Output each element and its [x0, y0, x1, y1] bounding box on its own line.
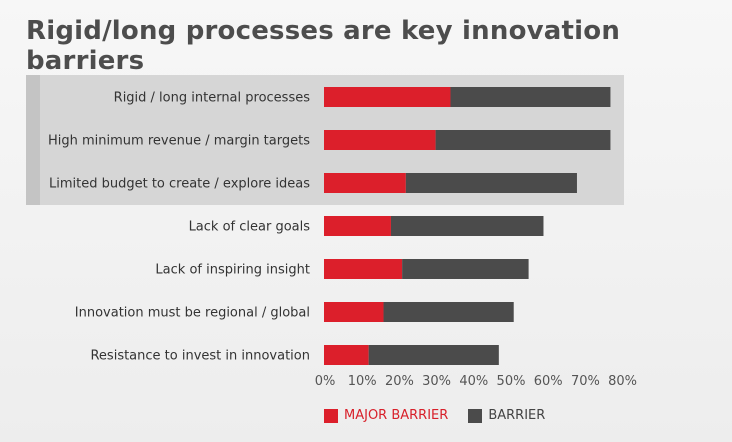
x-tick-label: 10% — [348, 374, 377, 389]
category-label: Resistance to invest in innovation — [90, 349, 310, 364]
bar-major-barrier — [324, 130, 436, 150]
x-tick-label: 80% — [608, 374, 637, 389]
x-tick-label: 20% — [385, 374, 414, 389]
category-label: Rigid / long internal processes — [114, 91, 311, 106]
category-label: Lack of clear goals — [189, 220, 311, 235]
legend-swatch-barrier — [468, 408, 483, 423]
bar-major-barrier — [324, 216, 391, 236]
bar-major-barrier — [324, 87, 451, 107]
bar-major-barrier — [324, 259, 403, 279]
legend-label-barrier: BARRIER — [488, 408, 546, 423]
x-tick-label: 30% — [422, 374, 451, 389]
legend-swatch-major — [324, 408, 338, 423]
bar-major-barrier — [324, 345, 369, 365]
bar-barrier — [405, 173, 577, 193]
bar-barrier — [435, 130, 611, 150]
legend-item-major: MAJOR BARRIER — [324, 408, 448, 423]
category-label: Lack of inspiring insight — [155, 263, 310, 278]
bar-barrier — [383, 302, 514, 322]
x-tick-label: 70% — [571, 374, 600, 389]
x-tick-label: 0% — [315, 374, 336, 389]
bar-barrier — [390, 216, 544, 236]
highlight-band-edge — [26, 75, 40, 205]
category-label: Limited budget to create / explore ideas — [49, 177, 310, 192]
legend-label-major: MAJOR BARRIER — [344, 408, 449, 423]
legend-item-barrier: BARRIER — [468, 408, 545, 423]
bar-barrier — [368, 345, 499, 365]
x-tick-label: 60% — [534, 374, 563, 389]
bar-barrier — [402, 259, 529, 279]
chart-title: Rigid/long processes are key innovation … — [26, 16, 621, 76]
bar-major-barrier — [324, 173, 406, 193]
bar-barrier — [450, 87, 611, 107]
category-label: Innovation must be regional / global — [75, 306, 310, 321]
x-tick-label: 50% — [497, 374, 526, 389]
legend: MAJOR BARRIER BARRIER — [324, 408, 545, 423]
category-label: High minimum revenue / margin targets — [48, 134, 310, 149]
x-tick-label: 40% — [459, 374, 488, 389]
bar-major-barrier — [324, 302, 384, 322]
